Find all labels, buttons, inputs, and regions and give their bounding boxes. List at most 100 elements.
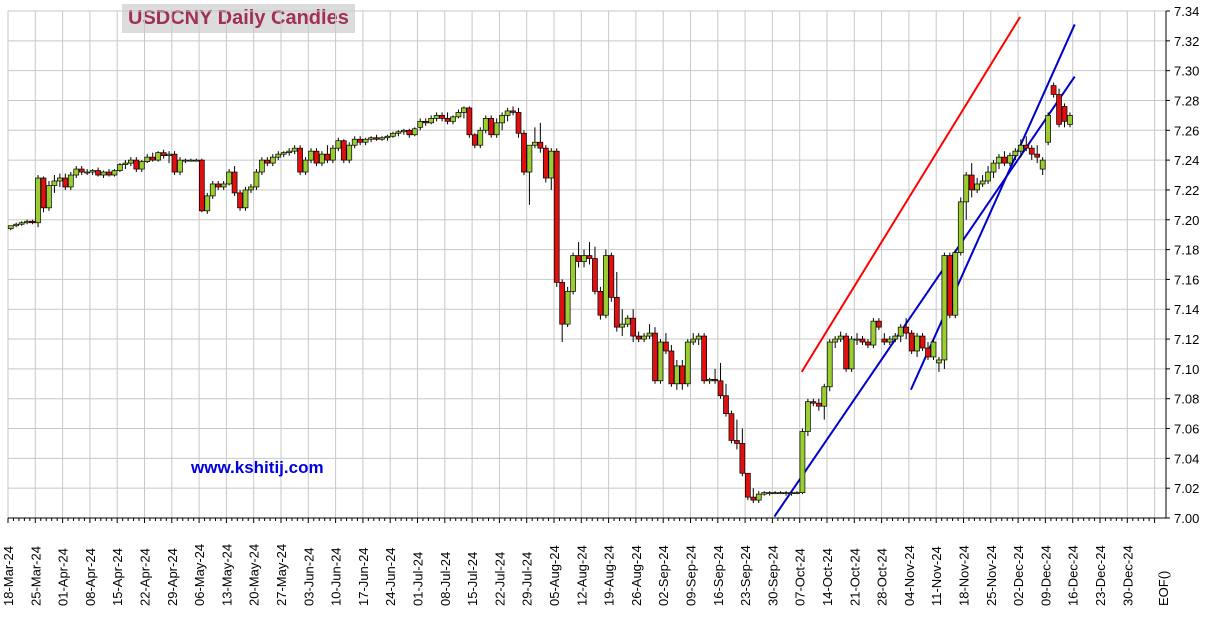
candle-body [313,150,320,164]
candle-body [542,147,549,179]
candle-body [826,341,833,388]
candle-body [471,134,478,146]
candle-body [657,341,664,382]
candle-body [739,443,746,474]
candle-body [204,195,211,212]
candle-body [755,493,762,501]
candle-body [444,118,451,122]
candle-body [384,135,391,139]
x-tick-label: 30-Sep-24 [765,545,780,606]
candle-body [570,255,576,292]
candle-body [395,131,402,134]
candle-body [641,335,647,340]
candle-body [559,282,566,325]
candle-body [493,122,500,136]
x-tick-label: 01-Apr-24 [56,548,71,606]
candle-body [411,128,418,136]
candle-body [155,152,161,161]
candle-body [35,177,41,224]
candle-body [362,138,369,143]
x-tick-label: 22-Jul-24 [492,552,507,606]
candle-body [914,335,920,352]
candle-body [788,492,795,494]
candle-body [1061,106,1068,122]
candle-body [843,335,849,370]
candle-body [308,150,314,161]
x-tick-label: 08-Apr-24 [83,548,98,606]
y-tick-label: 7.18 [1174,243,1199,258]
grid-lines [7,10,1166,519]
candle-body [968,174,975,191]
candle-body [799,431,806,494]
candle-body [340,140,347,161]
x-tick-label: 06-May-24 [192,544,207,606]
x-tick-label: 14-Oct-24 [820,548,835,606]
candle-body [177,159,183,173]
candle-body [1023,144,1030,149]
candle-body [330,147,336,161]
x-tick-label: 15-Apr-24 [110,548,125,606]
candle-body [73,168,80,176]
candle-body [990,162,997,173]
candle-body [635,335,642,340]
candle-body [1034,153,1041,158]
candle-body [684,341,691,385]
candle-body [668,350,675,385]
candle-body [390,132,396,137]
candle-body [810,401,817,404]
candle-body [477,129,484,146]
candle-body [149,156,156,161]
candle-body [761,492,768,495]
candle-body [1028,147,1035,155]
candle-body [401,129,407,133]
candle-body [526,144,533,173]
candle-body [95,170,101,176]
candle-body [930,341,937,358]
candle-body [128,159,134,164]
x-tick-label: 17-Jun-24 [356,547,371,606]
candle-body [581,255,587,262]
x-tick-label: 25-Nov-24 [984,545,999,606]
x-tick-label: EOF() [1156,571,1171,606]
x-tick-label: 22-Apr-24 [138,548,153,606]
x-tick-label: 19-Aug-24 [602,545,617,606]
candle-body [482,118,489,131]
candle-body [13,223,20,227]
candle-body [488,118,495,136]
x-tick-label: 13-May-24 [219,544,234,606]
candle-body [1067,115,1073,125]
candle-body [794,492,800,494]
candle-body [679,365,686,385]
x-tick-label: 27-May-24 [274,544,289,606]
candle-body [171,153,178,173]
candle-body [876,320,882,328]
x-tick-label: 23-Dec-24 [1093,545,1108,606]
candle-body [67,174,74,188]
x-tick-label: 08-Jul-24 [438,552,453,606]
y-tick-label: 7.26 [1174,123,1199,138]
candle-body [209,183,216,197]
candle-body [613,296,620,328]
y-tick-label: 7.24 [1174,153,1199,168]
candle-body [106,171,112,176]
candle-body [1039,159,1046,170]
candle-body [701,335,708,382]
x-tick-label: 09-Dec-24 [1038,545,1053,606]
y-tick-label: 7.28 [1174,93,1199,108]
candle-body [1012,150,1019,156]
candle-body [859,338,866,343]
candle-body [428,118,434,124]
x-tick-label: 21-Oct-24 [847,548,862,606]
candle-body [881,338,888,343]
candle-body [750,496,757,501]
x-tick-label: 28-Oct-24 [875,548,890,606]
candle-body [280,152,287,155]
chart-title: USDCNY Daily Candles [122,4,355,33]
candle-body [619,323,626,328]
x-tick-label: 18-Nov-24 [957,545,972,606]
candle-body [264,159,271,164]
candle-body [138,161,145,170]
candle-body [870,320,877,346]
candle-body [805,401,811,432]
candle-body [57,177,63,182]
